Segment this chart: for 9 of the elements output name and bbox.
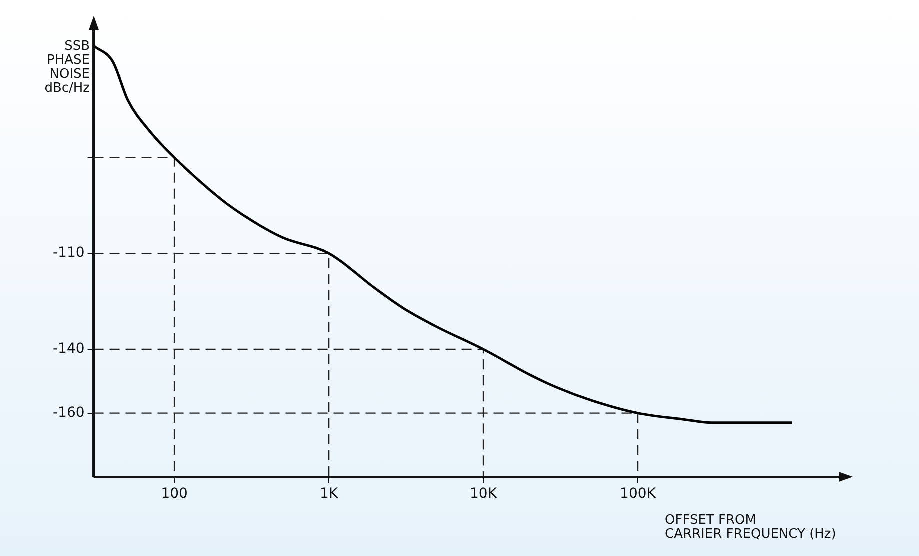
x-axis-title: OFFSET FROM CARRIER FREQUENCY (Hz) <box>665 513 836 542</box>
x-tick-label: 1K <box>320 486 339 502</box>
y-axis-title: SSB PHASE NOISE dBc/Hz <box>44 39 90 96</box>
y-tick-label: -160 <box>52 404 85 421</box>
y-tick-label: -110 <box>52 245 85 262</box>
y-tick-label: -140 <box>52 341 85 358</box>
x-tick-label: 10K <box>470 486 498 502</box>
x-tick-label: 100 <box>161 486 188 502</box>
x-tick-label: 100K <box>620 486 657 502</box>
